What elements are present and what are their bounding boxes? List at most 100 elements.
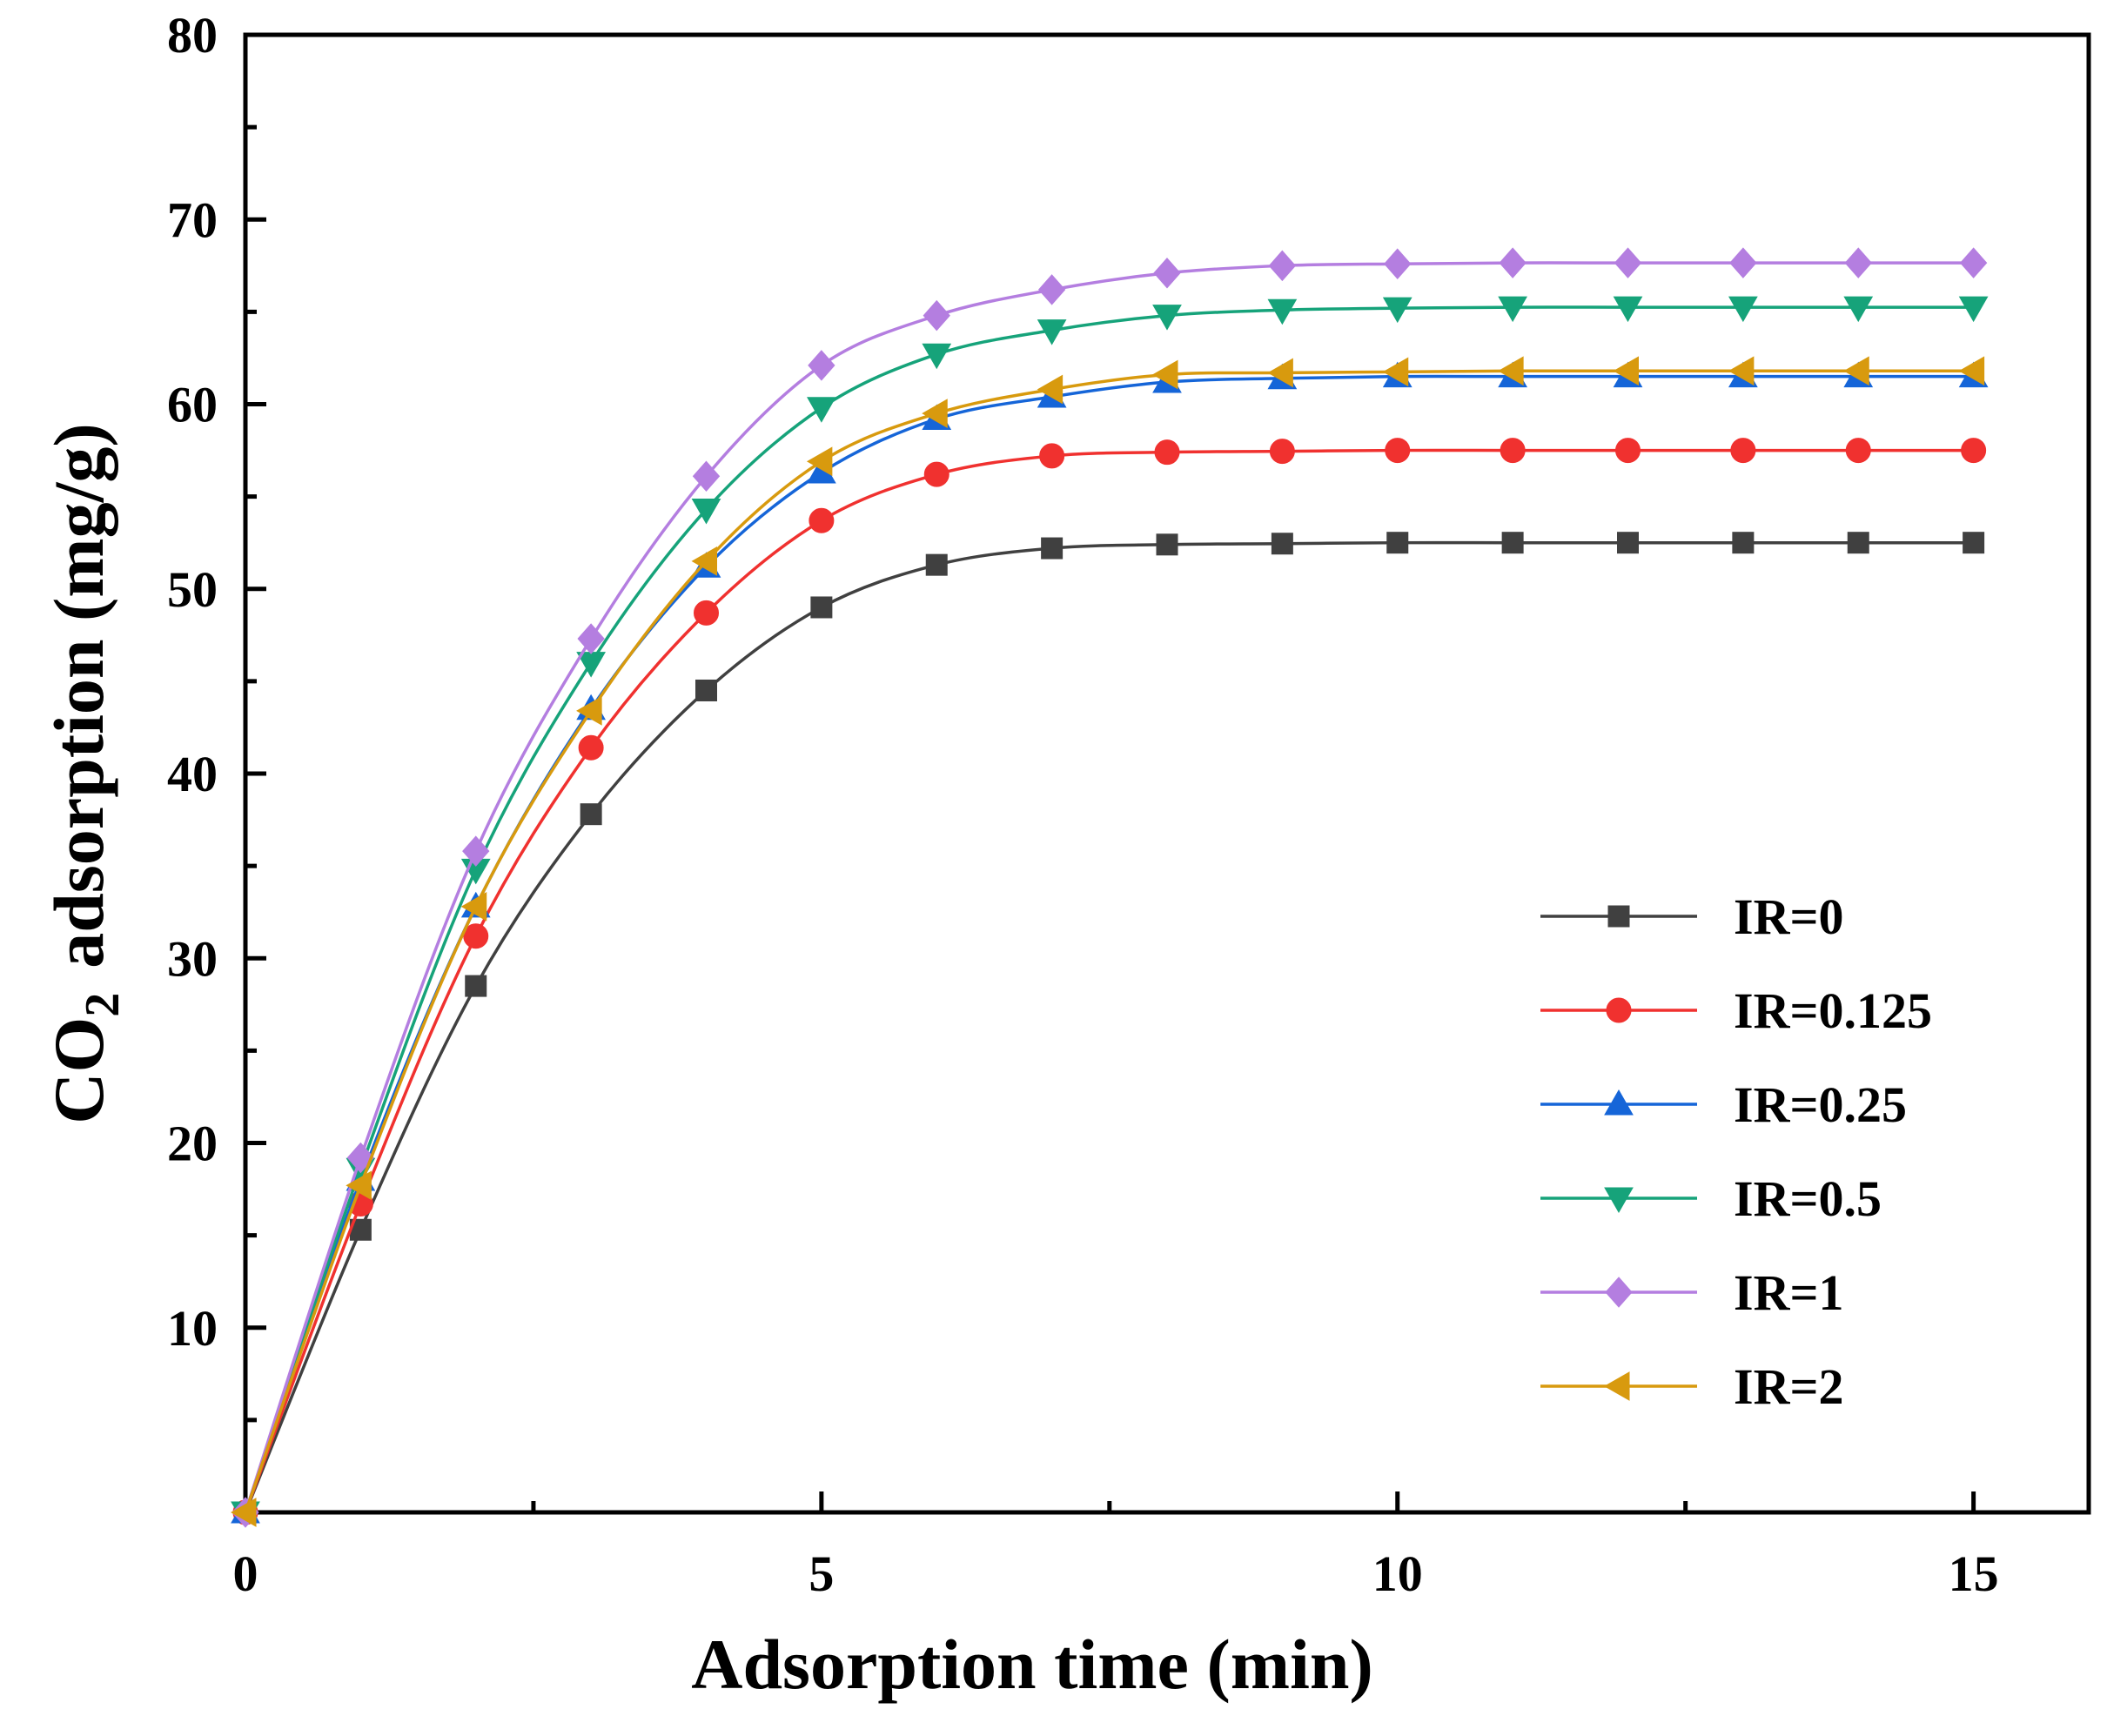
data-point (1386, 532, 1409, 554)
data-point (1271, 533, 1293, 555)
series-line (244, 305, 1974, 1513)
data-point (923, 299, 950, 332)
data-point (580, 803, 602, 826)
data-point (1963, 532, 1985, 554)
data-point (1267, 358, 1293, 388)
legend-marker (1606, 997, 1632, 1023)
x-tick-label: 0 (233, 1545, 258, 1602)
legend-item: IR=0.125 (1540, 982, 1932, 1039)
data-point (462, 835, 490, 867)
data-point (1730, 438, 1756, 464)
data-point (1154, 439, 1180, 466)
series-line (244, 540, 1974, 1513)
data-point (1728, 356, 1755, 386)
data-point (1384, 248, 1412, 279)
y-tick-label: 70 (167, 191, 218, 248)
data-point (1269, 439, 1295, 465)
data-point (1041, 537, 1064, 560)
data-point (1732, 532, 1755, 554)
data-point (809, 507, 835, 533)
data-point (576, 695, 602, 726)
data-point (1037, 374, 1064, 405)
y-tick-label: 60 (167, 377, 218, 433)
data-point (1039, 443, 1065, 469)
data-point (1843, 296, 1874, 323)
series-ir-0-25 (231, 361, 1989, 1524)
series-line (244, 448, 1974, 1513)
legend-marker (1603, 1371, 1630, 1401)
legend-marker (1604, 1187, 1634, 1214)
legend-item: IR=0.25 (1540, 1076, 1907, 1133)
legend-item: IR=0 (1540, 888, 1844, 945)
data-point (695, 679, 717, 701)
data-point (1382, 297, 1412, 324)
legend-item: IR=1 (1540, 1264, 1844, 1321)
y-tick-label: 50 (167, 561, 218, 618)
data-point (808, 350, 835, 381)
data-point (1617, 532, 1639, 554)
data-point (1958, 356, 1985, 386)
data-point (1153, 258, 1181, 289)
data-point (460, 891, 487, 922)
data-point (1500, 438, 1526, 464)
data-point (694, 600, 719, 626)
y-tick-label: 40 (167, 746, 218, 802)
data-point (230, 1498, 257, 1527)
data-point (1037, 319, 1067, 345)
data-point (1958, 296, 1989, 323)
data-point (1729, 247, 1757, 278)
legend-marker (1605, 1277, 1633, 1308)
y-tick-label: 20 (167, 1116, 218, 1172)
legend-marker (1604, 1089, 1634, 1116)
data-point (578, 734, 604, 761)
data-point (1613, 296, 1643, 323)
data-point (807, 397, 836, 423)
data-point (1959, 247, 1988, 278)
data-point (1501, 532, 1524, 554)
data-point (1385, 438, 1411, 464)
legend-label: IR=0.125 (1734, 982, 1932, 1039)
data-point (1728, 296, 1758, 323)
data-point (1615, 438, 1641, 464)
data-point (692, 460, 721, 493)
data-point (1152, 305, 1182, 331)
data-point (465, 975, 487, 997)
data-point (1156, 533, 1178, 556)
data-point (1037, 274, 1066, 305)
data-point (1844, 247, 1872, 278)
legend-label: IR=0.5 (1734, 1170, 1882, 1227)
data-point (1498, 356, 1524, 386)
series-line (244, 369, 1974, 1513)
series-ir-2 (230, 356, 1985, 1527)
data-point (1267, 298, 1298, 325)
data-point (925, 553, 948, 576)
data-point (1961, 438, 1987, 464)
legend-marker (1607, 905, 1630, 928)
data-point (1847, 532, 1869, 554)
legend: IR=0 IR=0.125 IR=0.25 IR=0.5 IR=1 IR=2 (1540, 888, 1932, 1415)
data-point (691, 546, 717, 576)
x-axis-title: Adsorption time (min) (691, 1625, 1373, 1704)
legend-item: IR=0.5 (1540, 1170, 1882, 1227)
data-point (923, 461, 949, 487)
axis-ticks: 0 5 10 15 10 20 30 40 50 60 70 80 (167, 7, 1999, 1602)
legend-label: IR=1 (1734, 1264, 1844, 1321)
series-ir-0-125 (232, 438, 1987, 1525)
data-point (1268, 250, 1297, 282)
data-point (691, 498, 721, 525)
series-ir-0 (234, 532, 1985, 1524)
legend-label: IR=0.25 (1734, 1076, 1907, 1133)
x-tick-label: 15 (1949, 1545, 1999, 1602)
y-axis-title-rest: adsorption (mg/g) (39, 423, 118, 968)
x-tick-label: 5 (809, 1545, 834, 1602)
data-point (1614, 247, 1642, 278)
legend-item: IR=2 (1540, 1358, 1844, 1415)
data-point (463, 923, 489, 949)
data-point (922, 343, 952, 370)
data-point (806, 446, 833, 477)
x-tick-label: 10 (1372, 1545, 1423, 1602)
y-axis-title: CO2 adsorption (mg/g) (39, 423, 130, 1123)
data-point (1845, 438, 1871, 464)
data-point (577, 623, 605, 654)
